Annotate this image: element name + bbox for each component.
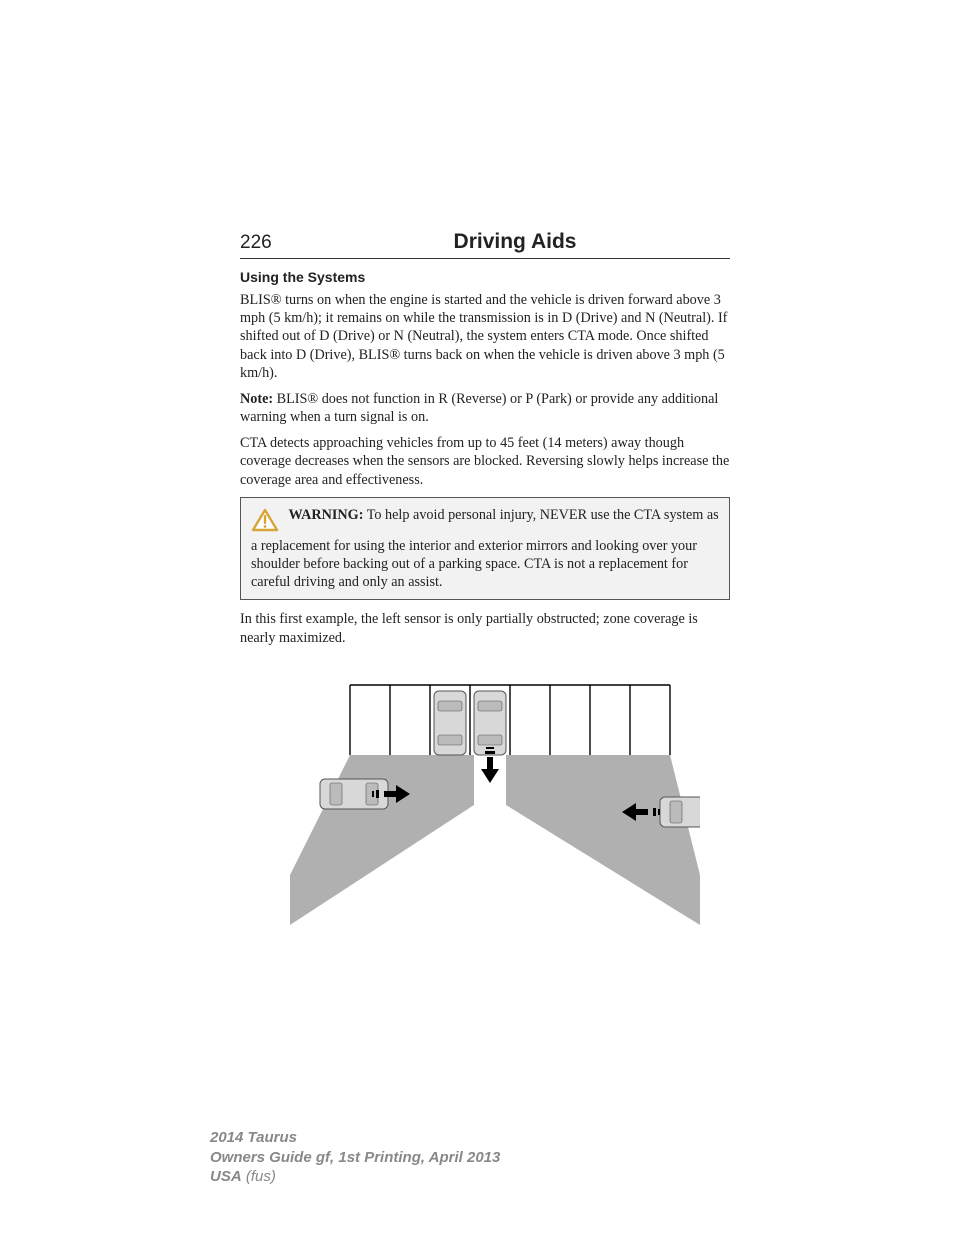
warning-triangle-icon [251, 508, 279, 537]
footer-region: USA [210, 1168, 242, 1185]
footer-line-2: Owners Guide gf, 1st Printing, April 201… [210, 1148, 710, 1168]
page-header: 226 Driving Aids [240, 230, 730, 259]
warning-box: WARNING: To help avoid personal injury, … [240, 497, 730, 601]
body-paragraph: In this first example, the left sensor i… [240, 610, 730, 646]
cta-coverage-diagram [240, 675, 730, 930]
footer-line-3: USA (fus) [210, 1167, 710, 1187]
note-paragraph: Note: BLIS® does not function in R (Reve… [240, 390, 730, 426]
section-heading: Using the Systems [240, 269, 730, 285]
page-content: 226 Driving Aids Using the Systems BLIS®… [240, 230, 730, 930]
footer-region-code: (fus) [242, 1168, 276, 1185]
body-paragraph: CTA detects approaching vehicles from up… [240, 434, 730, 489]
page-title: Driving Aids [300, 230, 730, 254]
footer-line-1: 2014 Taurus [210, 1128, 710, 1148]
page-footer: 2014 Taurus Owners Guide gf, 1st Printin… [210, 1128, 710, 1187]
warning-label: WARNING: [289, 507, 364, 523]
warning-content: WARNING: To help avoid personal injury, … [251, 506, 719, 592]
note-text: BLIS® does not function in R (Reverse) o… [240, 391, 718, 425]
body-paragraph: BLIS® turns on when the engine is starte… [240, 291, 730, 382]
note-label: Note: [240, 391, 273, 407]
